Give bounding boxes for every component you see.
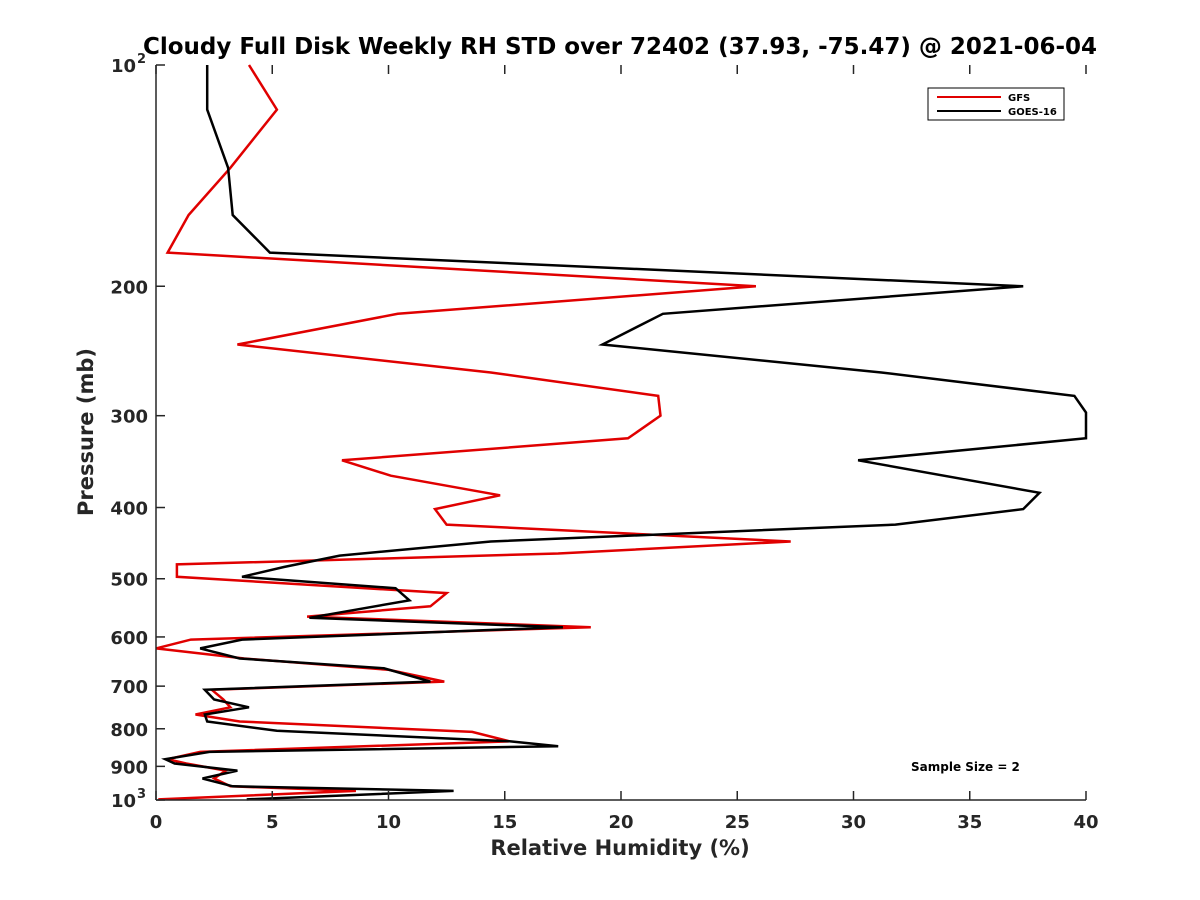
y-tick-label-power: 10 2	[111, 52, 146, 77]
series-line-goes16	[161, 65, 1088, 801]
x-tick-label: 30	[841, 812, 866, 833]
y-tick-label-base: 10	[111, 791, 136, 812]
y-tick-label: 800	[110, 720, 148, 741]
plot-background	[156, 65, 1086, 800]
y-tick-label-base: 10	[111, 56, 136, 77]
y-tick-label: 300	[110, 407, 148, 428]
x-tick-label: 15	[492, 812, 517, 833]
y-tick-label: 400	[110, 499, 148, 520]
plot-area: 0 5 10 15 20 25 30 35 40 10 220030040050060070080…	[110, 52, 1098, 833]
y-tick-label-exponent: 2	[137, 52, 146, 67]
legend-label-goes16: GOES-16	[1008, 107, 1057, 118]
y-tick-label: 900	[110, 757, 148, 778]
sample-size-annotation: Sample Size = 2	[911, 760, 1020, 774]
legend-label-gfs: GFS	[1008, 93, 1030, 104]
x-axis-label: Relative Humidity (%)	[490, 836, 749, 860]
y-tick-label: 700	[110, 677, 148, 698]
y-tick-label: 200	[110, 277, 148, 298]
x-tick-label: 0	[150, 812, 163, 833]
x-tick-label: 5	[266, 812, 279, 833]
y-tick-label: 600	[110, 628, 148, 649]
series-layer	[155, 64, 1088, 801]
chart-title: Cloudy Full Disk Weekly RH STD over 7240…	[143, 34, 1097, 60]
x-tick-label: 35	[957, 812, 982, 833]
legend: GFS GOES-16	[927, 87, 1065, 121]
x-tick-label: 25	[725, 812, 750, 833]
y-tick-label: 500	[110, 570, 148, 591]
series-line-gfs	[155, 64, 791, 801]
x-tick-label: 20	[608, 812, 633, 833]
x-tick-label: 40	[1073, 812, 1098, 833]
x-tick-label: 10	[376, 812, 401, 833]
y-axis-label: Pressure (mb)	[74, 348, 98, 516]
x-axis-ticks: 0 5 10 15 20 25 30 35 40	[150, 65, 1099, 833]
legend-box	[927, 87, 1065, 121]
y-tick-label-exponent: 3	[137, 787, 146, 802]
y-tick-label-power: 10 3	[111, 787, 146, 812]
